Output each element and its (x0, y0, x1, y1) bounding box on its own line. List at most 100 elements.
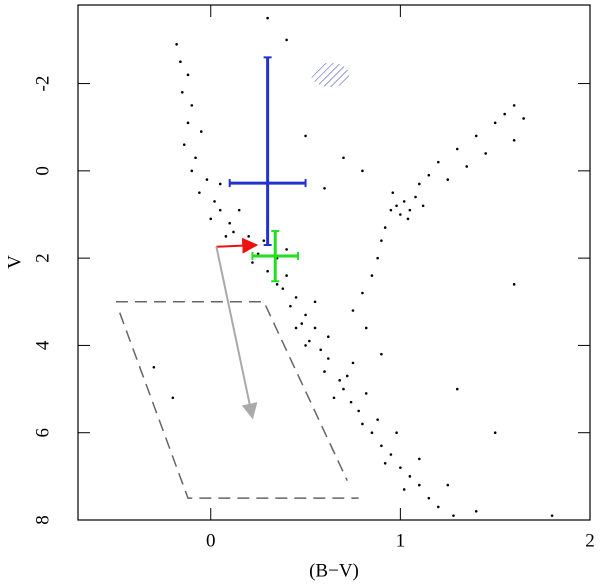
star-point (152, 365, 156, 369)
star-point (224, 235, 228, 238)
star-point (446, 178, 450, 181)
star-point (313, 300, 317, 304)
star-point (232, 230, 235, 234)
star-point (389, 453, 393, 456)
star-point (262, 239, 266, 242)
star-point (421, 204, 425, 208)
star-point (294, 326, 298, 330)
star-point (383, 226, 387, 229)
star-point (380, 352, 383, 356)
star-point (484, 152, 488, 155)
star-point (345, 374, 349, 378)
x-axis-label: (B−V) (309, 560, 359, 581)
star-point (285, 274, 288, 277)
star-point (380, 444, 383, 448)
star-point (205, 178, 209, 181)
star-point (342, 387, 345, 391)
star-point (455, 387, 459, 391)
star-point (338, 379, 341, 382)
star-point (228, 221, 232, 225)
star-point (351, 309, 355, 312)
star-point (361, 422, 364, 426)
star-point (395, 431, 398, 435)
star-point (186, 73, 190, 77)
star-point (285, 38, 288, 42)
star-point (175, 42, 178, 46)
star-point (180, 90, 184, 94)
star-point (194, 156, 197, 160)
star-point (275, 283, 279, 286)
star-point (364, 326, 368, 330)
star-point (493, 121, 497, 125)
x-tick-label: 2 (585, 530, 595, 551)
star-point (455, 147, 459, 151)
star-point (402, 488, 406, 491)
star-point (383, 461, 387, 465)
star-point (182, 143, 186, 146)
star-point (304, 134, 307, 138)
star-point (300, 322, 304, 325)
star-point (289, 304, 292, 308)
arrow (216, 237, 259, 254)
y-tick-label: 4 (32, 340, 53, 350)
star-point (376, 418, 379, 421)
star-point (512, 283, 516, 286)
star-point (190, 104, 194, 107)
star-point (427, 496, 431, 500)
star-point (179, 60, 182, 64)
star-point (402, 200, 406, 203)
dashed-boundary (115, 301, 348, 482)
star-point (399, 466, 402, 469)
star-point (351, 361, 355, 365)
star-point (364, 392, 368, 395)
star-point (512, 104, 516, 107)
star-point (370, 431, 374, 435)
star-point (332, 396, 336, 400)
error-ellipse (311, 62, 350, 88)
plot-frame (77, 4, 591, 521)
star-point (313, 326, 317, 330)
star-point (474, 134, 478, 138)
star-point (237, 208, 241, 212)
star-point (395, 204, 398, 208)
star-point (493, 431, 497, 435)
star-point (199, 130, 203, 133)
star-point (213, 200, 216, 203)
star-point (550, 514, 554, 517)
star-point (406, 217, 410, 221)
star-point (427, 173, 431, 177)
star-point (171, 396, 175, 400)
star-point (342, 156, 345, 160)
star-point (465, 165, 469, 168)
star-point (414, 195, 417, 199)
star-point (399, 213, 402, 216)
x-tick-label: 0 (206, 530, 216, 551)
star-point (389, 208, 393, 212)
star-point (304, 344, 307, 347)
star-point (285, 248, 288, 251)
star-point (323, 187, 326, 190)
star-point (370, 274, 374, 277)
star-point (308, 339, 311, 343)
star-point (418, 182, 421, 186)
y-tick-label: -2 (32, 76, 53, 92)
star-point (436, 160, 440, 164)
dashed-boundary (119, 312, 359, 499)
y-tick-label: 0 (32, 166, 53, 176)
star-point (361, 291, 364, 295)
star-point (474, 509, 478, 513)
star-point (380, 239, 383, 242)
star-point (247, 235, 250, 238)
star-point (186, 121, 190, 125)
star-point (408, 208, 412, 212)
star-point (251, 261, 254, 264)
star-point (357, 409, 360, 413)
star-point (452, 514, 455, 517)
star-point (319, 348, 323, 352)
arrow (215, 246, 258, 420)
star-point (198, 191, 201, 194)
star-point (218, 208, 222, 212)
star-point (327, 335, 330, 338)
